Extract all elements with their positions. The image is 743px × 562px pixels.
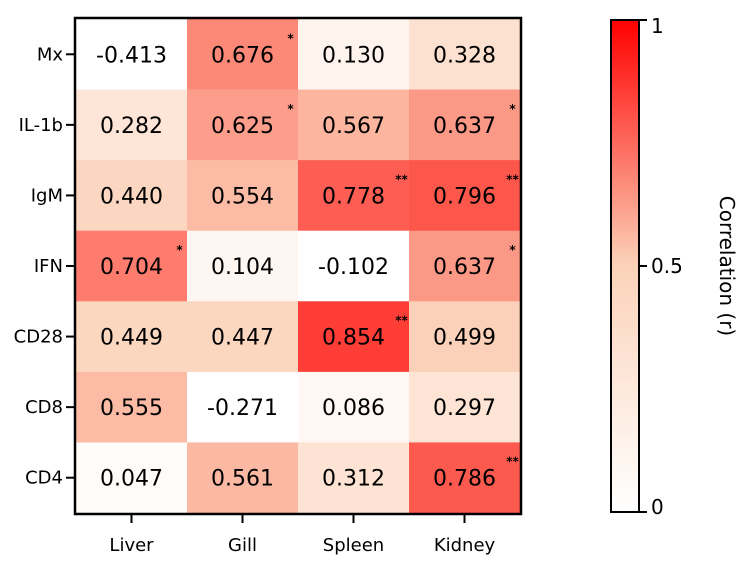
heatmap-cell-labels: -0.413 0.676 * 0.130 0.328 0.282 0.625 * 0.567 0.… (96, 31, 519, 491)
significance-mark: ** (395, 314, 408, 328)
heatmap-cell-mx-spleen (298, 19, 410, 91)
heatmap-cell-igm-liver (76, 160, 188, 232)
cell-value-label: 0.086 (322, 396, 385, 421)
heatmap-cell-cd8-kidney (409, 371, 521, 444)
heatmap-cell-igm-gill (187, 160, 299, 232)
y-axis-label-ifn: IFN (34, 256, 63, 277)
heatmap-axes: Mx IL-1b IgM IFN CD28 CD8 CD4 Liver Gill Spleen Ki… (14, 44, 496, 556)
heatmap-cell-ifn-spleen (298, 230, 410, 302)
cell-value-label: 0.297 (433, 396, 496, 421)
cell-value-label: 0.561 (211, 467, 274, 492)
colorbar-ticks: 00.51 (639, 14, 683, 519)
cell-value-label: -0.413 (96, 43, 167, 68)
heatmap-cell-il-1b-gill (187, 89, 299, 161)
cell-value-label: 0.778 (322, 184, 385, 209)
colorbar-title: Correlation (r) (715, 196, 739, 336)
cell-value-label: 0.637 (433, 114, 496, 139)
cell-value-label: 0.554 (211, 184, 274, 209)
heatmap-cell-cd28-spleen (298, 301, 410, 373)
cell-value-label: 0.130 (322, 43, 385, 68)
heatmap-cell-cd28-kidney (409, 301, 521, 373)
cell-value-label: 0.282 (100, 114, 163, 139)
heatmap-cell-igm-kidney (409, 160, 521, 232)
cell-value-label: 0.625 (211, 114, 274, 139)
cell-value-label: 0.312 (322, 467, 385, 492)
cell-value-label: 0.704 (100, 255, 163, 280)
heatmap-cell-cd4-kidney (409, 442, 521, 514)
colorbar-tick-label: 0.5 (651, 254, 683, 278)
cell-value-label: 0.499 (433, 326, 496, 351)
heatmap-cell-il-1b-kidney (409, 89, 521, 161)
colorbar-tick-label: 0 (651, 495, 664, 519)
cell-value-label: 0.786 (433, 467, 496, 492)
y-axis-label-il-1b: IL-1b (19, 115, 63, 136)
significance-mark: ** (395, 172, 408, 186)
colorbar-tick-label: 1 (651, 14, 664, 38)
heatmap-cell-cd4-gill (187, 442, 299, 514)
cell-value-label: 0.047 (100, 467, 163, 492)
heatmap-cell-mx-liver (76, 19, 188, 91)
significance-mark: ** (506, 455, 519, 469)
heatmap-cell-il-1b-spleen (298, 89, 410, 161)
cell-value-label: 0.447 (211, 326, 274, 351)
heatmap-cell-cd8-spleen (298, 371, 410, 444)
significance-mark: ** (506, 172, 519, 186)
heatmap-cell-cd4-spleen (298, 442, 410, 514)
heatmap-cell-cd28-liver (76, 301, 188, 373)
heatmap-cell-cd4-liver (76, 442, 188, 514)
heatmap-cell-mx-kidney (409, 19, 521, 91)
colorbar (610, 19, 640, 513)
heatmap-cell-igm-spleen (298, 160, 410, 232)
heatmap-cell-ifn-gill (187, 230, 299, 302)
y-axis-label-cd28: CD28 (14, 327, 63, 348)
cell-value-label: 0.449 (100, 326, 163, 351)
y-axis-label-igm: IgM (31, 185, 63, 206)
cell-value-label: 0.555 (100, 396, 163, 421)
heatmap-cells (76, 19, 521, 514)
cell-value-label: 0.637 (433, 255, 496, 280)
y-axis-label-mx: Mx (37, 44, 64, 65)
significance-mark: * (287, 102, 294, 116)
cell-value-label: 0.796 (433, 184, 496, 209)
x-axis-label-kidney: Kidney (434, 535, 496, 556)
heatmap-cell-il-1b-liver (76, 89, 188, 161)
cell-value-label: 0.440 (100, 184, 163, 209)
y-axis-label-cd4: CD4 (25, 468, 63, 489)
heatmap-cell-cd8-liver (76, 371, 188, 444)
heatmap-cell-cd8-gill (187, 371, 299, 444)
heatmap-cell-ifn-liver (76, 230, 188, 302)
significance-mark: * (509, 243, 516, 257)
cell-value-label: 0.328 (433, 43, 496, 68)
significance-mark: * (287, 31, 294, 45)
heatmap-cell-ifn-kidney (409, 230, 521, 302)
cell-value-label: 0.567 (322, 114, 385, 139)
x-axis-label-gill: Gill (228, 535, 257, 556)
x-axis-label-spleen: Spleen (323, 535, 384, 556)
cell-value-label: 0.676 (211, 43, 274, 68)
cell-value-label: -0.271 (207, 396, 278, 421)
significance-mark: * (176, 243, 183, 257)
heatmap-cell-mx-gill (187, 19, 299, 91)
cell-value-label: -0.102 (318, 255, 389, 280)
x-axis-label-liver: Liver (109, 535, 154, 556)
cell-value-label: 0.854 (322, 326, 385, 351)
cell-value-label: 0.104 (211, 255, 274, 280)
significance-mark: * (509, 102, 516, 116)
y-axis-label-cd8: CD8 (25, 397, 63, 418)
heatmap-cell-cd28-gill (187, 301, 299, 373)
